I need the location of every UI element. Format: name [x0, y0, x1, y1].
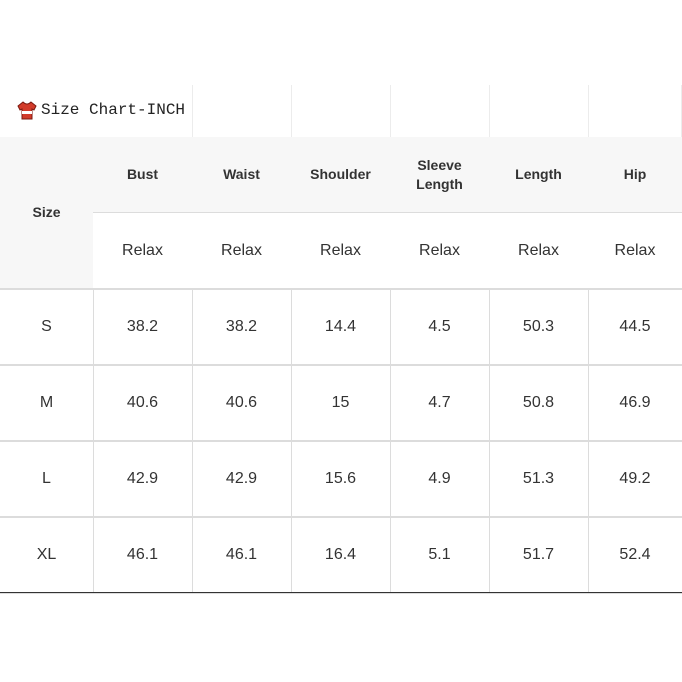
title-cell [291, 85, 391, 137]
header-cell: Hip [588, 137, 682, 214]
table-cell: S [0, 289, 94, 366]
table-cell: 40.6 [93, 365, 193, 442]
table-cell: 40.6 [192, 365, 292, 442]
table-cell: 4.5 [390, 289, 490, 366]
title-cell [390, 85, 490, 137]
subheader-cell: Relax [291, 213, 391, 290]
table-cell: 14.4 [291, 289, 391, 366]
header-cell: Shoulder [291, 137, 391, 214]
title-row: Size Chart-INCH [17, 98, 185, 122]
table-cell: 42.9 [192, 441, 292, 518]
table-cell: XL [0, 517, 94, 594]
title: Size Chart-INCH [41, 101, 186, 119]
header-cell: Sleeve Length [390, 137, 490, 214]
subheader-cell: Relax [588, 213, 682, 290]
subheader-cell: Relax [390, 213, 490, 290]
table-bottom-border [0, 592, 682, 593]
table-cell: 44.5 [588, 289, 682, 366]
subheader-cell: Relax [489, 213, 589, 290]
table-cell: 5.1 [390, 517, 490, 594]
subheader-cell: Relax [192, 213, 292, 290]
table-cell: 38.2 [93, 289, 193, 366]
header-cell: Size [0, 137, 94, 290]
table-cell: 49.2 [588, 441, 682, 518]
header-cell: Waist [192, 137, 292, 214]
title-cell [489, 85, 589, 137]
title-cell [192, 85, 292, 137]
table-cell: 15.6 [291, 441, 391, 518]
table-cell: 46.1 [192, 517, 292, 594]
header-cell: Length [489, 137, 589, 214]
table-cell: 46.9 [588, 365, 682, 442]
table-cell: 50.8 [489, 365, 589, 442]
table-cell: 38.2 [192, 289, 292, 366]
shirt-icon [17, 101, 37, 120]
table-cell: 50.3 [489, 289, 589, 366]
table-cell: 42.9 [93, 441, 193, 518]
subheader-cell: Relax [93, 213, 193, 290]
header-cell: Bust [93, 137, 193, 214]
table-cell: 46.1 [93, 517, 193, 594]
title-cell [588, 85, 682, 137]
table-cell: L [0, 441, 94, 518]
table-cell: M [0, 365, 94, 442]
table-cell: 51.7 [489, 517, 589, 594]
table-cell: 51.3 [489, 441, 589, 518]
table-cell: 16.4 [291, 517, 391, 594]
title-cell [93, 85, 193, 137]
table-cell: 4.7 [390, 365, 490, 442]
table-cell: 4.9 [390, 441, 490, 518]
table-cell: 15 [291, 365, 391, 442]
table-cell: 52.4 [588, 517, 682, 594]
